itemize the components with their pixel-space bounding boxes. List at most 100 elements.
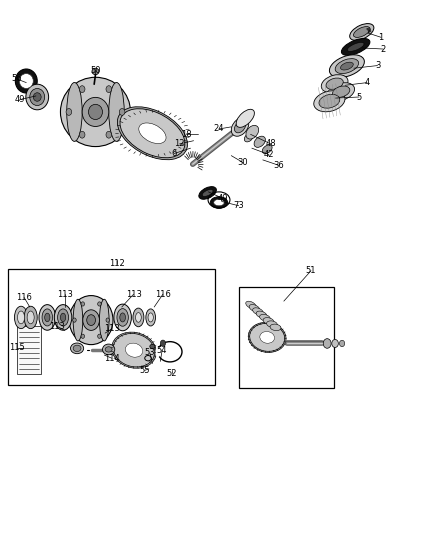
Text: 55: 55	[139, 366, 150, 375]
Text: 3: 3	[375, 61, 380, 70]
Ellipse shape	[262, 145, 272, 154]
Ellipse shape	[341, 38, 370, 55]
Ellipse shape	[58, 309, 69, 326]
Ellipse shape	[244, 133, 253, 142]
Ellipse shape	[199, 187, 216, 199]
Ellipse shape	[125, 343, 143, 357]
Text: 113: 113	[104, 325, 120, 333]
Ellipse shape	[39, 305, 56, 330]
Text: 18: 18	[181, 130, 191, 139]
Circle shape	[98, 302, 101, 306]
Ellipse shape	[246, 125, 259, 139]
Ellipse shape	[332, 86, 350, 98]
Ellipse shape	[347, 43, 364, 51]
Ellipse shape	[73, 345, 81, 352]
Ellipse shape	[234, 121, 246, 133]
Ellipse shape	[19, 74, 33, 88]
Ellipse shape	[260, 314, 270, 321]
Ellipse shape	[326, 78, 343, 90]
Ellipse shape	[54, 305, 72, 330]
Text: 48: 48	[265, 140, 276, 148]
Ellipse shape	[328, 83, 355, 101]
Text: 6: 6	[172, 149, 177, 158]
Text: 115: 115	[9, 343, 25, 352]
Ellipse shape	[246, 301, 256, 309]
Circle shape	[160, 340, 166, 346]
Ellipse shape	[42, 309, 53, 326]
Ellipse shape	[105, 347, 112, 352]
Ellipse shape	[339, 340, 345, 346]
Text: 52: 52	[166, 369, 177, 377]
Circle shape	[66, 109, 72, 115]
Circle shape	[106, 131, 112, 138]
Text: 12: 12	[174, 140, 185, 148]
Ellipse shape	[82, 98, 109, 126]
Text: 5: 5	[357, 93, 362, 101]
Ellipse shape	[249, 304, 260, 312]
Text: 36: 36	[273, 161, 284, 169]
Circle shape	[81, 302, 85, 306]
Bar	[17, 326, 41, 374]
Text: 114: 114	[104, 354, 120, 362]
Text: 113: 113	[49, 322, 65, 330]
Circle shape	[81, 334, 85, 338]
Ellipse shape	[24, 306, 37, 329]
Ellipse shape	[30, 88, 45, 106]
Text: 1: 1	[378, 33, 384, 42]
Text: 113: 113	[126, 290, 141, 298]
Ellipse shape	[150, 344, 155, 349]
Ellipse shape	[109, 83, 124, 141]
Circle shape	[106, 86, 112, 93]
Ellipse shape	[27, 311, 34, 324]
Circle shape	[98, 334, 101, 338]
Ellipse shape	[332, 340, 339, 348]
Text: 49: 49	[217, 194, 228, 203]
Ellipse shape	[319, 94, 340, 108]
Ellipse shape	[18, 311, 25, 324]
Ellipse shape	[323, 338, 331, 348]
Ellipse shape	[60, 77, 131, 147]
Text: 51: 51	[306, 266, 316, 275]
Circle shape	[79, 86, 85, 93]
Ellipse shape	[45, 313, 50, 322]
Ellipse shape	[71, 343, 84, 354]
Ellipse shape	[214, 199, 224, 206]
Ellipse shape	[263, 318, 274, 324]
Text: 56: 56	[11, 75, 22, 83]
Ellipse shape	[260, 332, 275, 343]
Text: 54: 54	[157, 346, 167, 355]
Ellipse shape	[314, 91, 345, 112]
Ellipse shape	[26, 84, 49, 110]
Ellipse shape	[253, 308, 263, 315]
Text: 42: 42	[264, 150, 274, 159]
Ellipse shape	[15, 69, 37, 93]
Ellipse shape	[113, 334, 155, 367]
Circle shape	[73, 318, 76, 322]
Bar	[8, 269, 215, 385]
Ellipse shape	[210, 197, 228, 208]
Text: 24: 24	[214, 125, 224, 133]
Circle shape	[119, 109, 125, 115]
Ellipse shape	[139, 123, 166, 143]
Ellipse shape	[69, 296, 113, 345]
Ellipse shape	[248, 322, 286, 352]
Ellipse shape	[148, 313, 153, 322]
Text: 50: 50	[90, 66, 101, 75]
Text: 53: 53	[145, 349, 155, 357]
Text: 49: 49	[14, 95, 25, 104]
Ellipse shape	[267, 321, 277, 327]
Ellipse shape	[231, 117, 249, 136]
Ellipse shape	[87, 314, 95, 326]
Ellipse shape	[83, 310, 99, 330]
Ellipse shape	[254, 136, 265, 147]
Ellipse shape	[60, 313, 66, 322]
Text: 2: 2	[381, 45, 386, 53]
Ellipse shape	[236, 109, 254, 127]
Ellipse shape	[256, 311, 267, 318]
Ellipse shape	[114, 304, 131, 331]
Circle shape	[106, 318, 110, 322]
Ellipse shape	[353, 27, 370, 37]
Ellipse shape	[67, 83, 82, 141]
Circle shape	[79, 131, 85, 138]
Text: 116: 116	[16, 293, 32, 302]
